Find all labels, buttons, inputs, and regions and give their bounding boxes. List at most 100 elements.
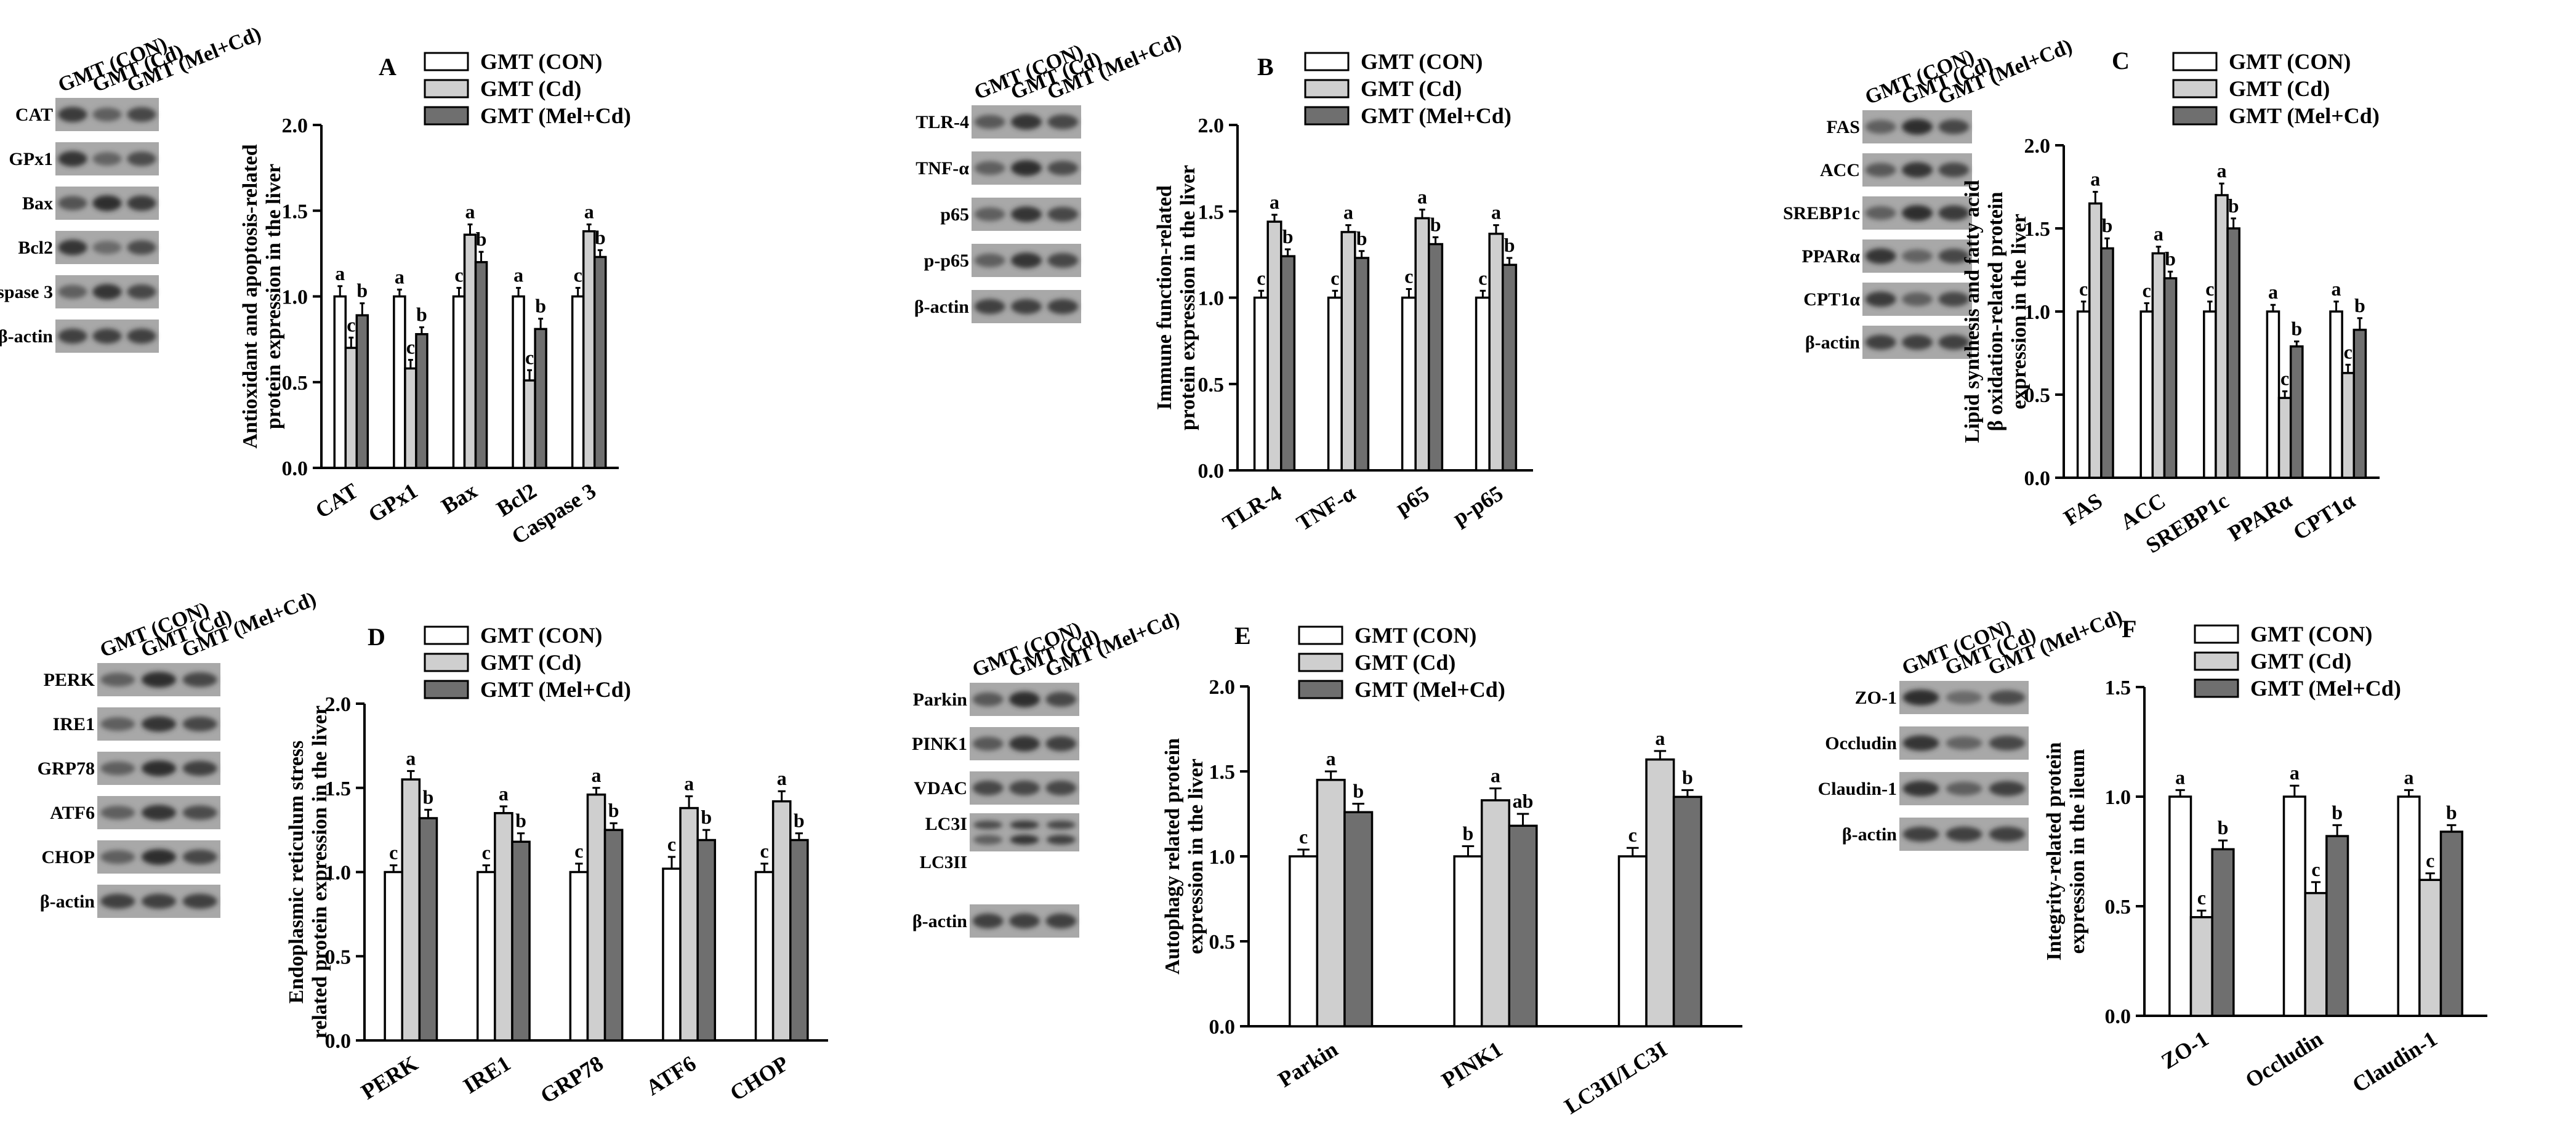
blot-label-srebp1c: SREBP1c — [1783, 203, 1860, 223]
significance-letter: c — [2344, 340, 2353, 363]
y-tick-label: 0.5 — [1209, 931, 1236, 954]
x-tick-label-ire1: IRE1 — [459, 1051, 515, 1098]
significance-letter: b — [1682, 766, 1693, 788]
blot-label-occludin: Occludin — [1825, 733, 1897, 754]
blot-band — [1989, 690, 2026, 705]
bar-cat-gmt-cd — [344, 347, 358, 469]
significance-letter: c — [525, 346, 534, 368]
legend-swatch-gmt-cd — [2194, 651, 2239, 671]
legend-label-gmt-cd: GMT (Cd) — [480, 650, 581, 675]
legend: GMT (CON)GMT (Cd)GMT (Mel+Cd) — [1298, 623, 1505, 702]
bar-caspase-3-gmt-mel-cd — [593, 255, 607, 469]
significance-letter: a — [1655, 727, 1665, 749]
bar-cat-gmt-con — [333, 295, 347, 469]
x-tick-label-parkin: Parkin — [1274, 1037, 1342, 1092]
legend-swatch-gmt-con — [424, 52, 469, 71]
blot-label-tnf-alpha: TNF-α — [916, 158, 969, 179]
legend-swatch-gmt-mel-cd — [424, 106, 469, 126]
blot-band — [1989, 736, 2026, 750]
blot-band — [58, 196, 87, 211]
blot-label-beta-actin: β-actin — [40, 891, 95, 912]
bar-caspase-3-gmt-cd — [582, 230, 596, 469]
bar-p65-gmt-cd — [1414, 217, 1430, 472]
legend-label-gmt-con: GMT (CON) — [2229, 49, 2351, 74]
significance-letter: b — [1282, 225, 1294, 247]
legend-swatch-gmt-cd — [2172, 79, 2218, 99]
significance-letter: a — [2268, 281, 2278, 303]
y-axis-label-line: Antioxidant and apoptosis-related — [239, 144, 262, 448]
legend-swatch-gmt-mel-cd — [1304, 106, 1350, 126]
western-blot-d: GMT (CON)GMT (Cd)GMT (Mel+Cd)PERKIRE1GRP… — [38, 587, 320, 918]
blot-band — [100, 805, 135, 820]
bar-pink1-gmt-mel-cd — [1508, 824, 1538, 1027]
significance-letter: c — [2426, 850, 2434, 872]
blot-band — [100, 893, 135, 909]
y-tick-label: 2.0 — [325, 693, 352, 716]
significance-letter: a — [1343, 201, 1353, 223]
significance-letter: c — [574, 264, 582, 286]
y-axis-label-line: protein expression in the liver — [262, 164, 285, 429]
y-tick-label: 0.0 — [2024, 467, 2051, 490]
bar-p65-gmt-mel-cd — [1428, 243, 1444, 472]
legend-swatch-gmt-con — [1298, 625, 1343, 645]
bar-perk-gmt-cd — [401, 778, 421, 1042]
bar-pparalpha-gmt-mel-cd — [2289, 345, 2304, 479]
blot-band — [1865, 163, 1896, 177]
panel-letter: F — [2122, 615, 2136, 643]
significance-letter: a — [1491, 765, 1500, 787]
blot-band — [142, 893, 176, 909]
significance-letter: a — [2290, 762, 2300, 784]
y-tick-label: 1.5 — [1209, 761, 1236, 784]
blot-band — [1938, 334, 1970, 350]
y-axis-label-line: protein expression in the liver — [1177, 165, 1199, 430]
blot-band — [1047, 207, 1079, 222]
y-tick-label: 1.0 — [1198, 288, 1225, 310]
blot-band — [1938, 119, 1970, 134]
bar-tnf-alpha-gmt-mel-cd — [1354, 257, 1370, 472]
blot-band — [127, 151, 156, 166]
blot-band — [92, 152, 122, 166]
x-tick-label-pparalpha: PPARα — [2224, 488, 2296, 546]
significance-letter: c — [2205, 278, 2214, 300]
blot-label-pparalpha: PPARα — [1802, 246, 1861, 267]
y-tick-label: 1.5 — [2105, 677, 2131, 699]
bar-p-p65-gmt-cd — [1488, 232, 1504, 472]
blot-band — [1946, 736, 1982, 750]
blot-band — [100, 761, 135, 776]
significance-letter: b — [515, 810, 526, 832]
significance-letter: c — [1404, 265, 1413, 287]
bar-perk-gmt-con — [384, 871, 403, 1042]
legend-label-gmt-con: GMT (CON) — [480, 623, 602, 648]
significance-letter: b — [2446, 801, 2457, 823]
y-tick-label: 1.0 — [2024, 301, 2051, 324]
significance-letter: b — [423, 786, 434, 808]
significance-letter: a — [2217, 159, 2227, 182]
y-axis-label-line: expression in the liver — [1185, 758, 1207, 954]
bar-tlr-4-gmt-mel-cd — [1280, 255, 1296, 472]
blot-band — [1010, 821, 1039, 829]
bar-bax-gmt-con — [452, 295, 466, 469]
y-axis-label-line: related protein expression in the liver — [308, 706, 331, 1039]
blot-label-gpx1: GPx1 — [9, 149, 53, 169]
blot-band — [92, 241, 122, 254]
y-tick-label: 0.5 — [282, 372, 308, 395]
legend-label-gmt-mel-cd: GMT (Mel+Cd) — [480, 677, 631, 702]
blot-band — [1938, 292, 1970, 307]
blot-band — [92, 195, 122, 211]
legend-label-gmt-mel-cd: GMT (Mel+Cd) — [2229, 103, 2380, 128]
y-tick-label: 0.0 — [1198, 460, 1225, 483]
significance-letter: c — [2280, 368, 2289, 390]
bar-tnf-alpha-gmt-con — [1327, 296, 1343, 472]
blot-band — [142, 760, 176, 776]
blot-band — [127, 284, 156, 299]
bar-ire1-gmt-cd — [494, 812, 513, 1042]
significance-letter: a — [2404, 766, 2414, 788]
legend-label-gmt-mel-cd: GMT (Mel+Cd) — [1361, 103, 1511, 128]
legend-label-gmt-con: GMT (CON) — [480, 49, 602, 74]
blot-band — [1938, 205, 1970, 221]
blot-band — [1865, 334, 1896, 350]
blot-band — [1045, 913, 1077, 929]
significance-letter: c — [389, 842, 398, 864]
bar-parkin-gmt-con — [1289, 855, 1319, 1027]
